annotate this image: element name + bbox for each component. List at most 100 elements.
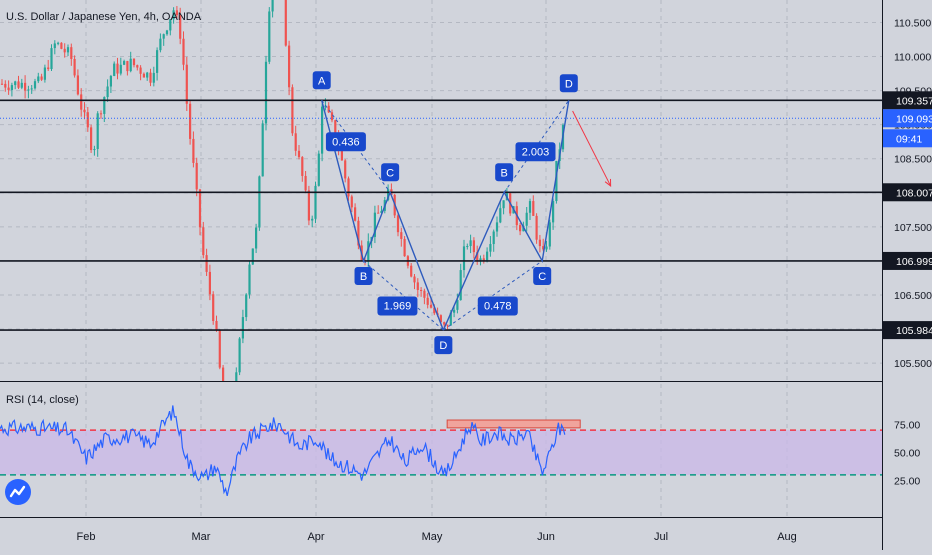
candle-body: [522, 225, 525, 232]
candle-body: [456, 300, 459, 310]
candle-body: [314, 185, 317, 219]
candle-body: [136, 65, 139, 68]
candle-body: [93, 149, 96, 151]
candle-body: [241, 317, 244, 339]
candle-body: [400, 232, 403, 239]
candle-body: [350, 196, 353, 208]
candle-body: [324, 105, 327, 107]
candle-body: [73, 58, 76, 76]
pattern-point-badge: [559, 74, 578, 93]
candle-body: [195, 162, 198, 190]
candle-body: [423, 290, 426, 298]
candle-body: [40, 76, 43, 80]
pattern-ratio-label: 2.003: [522, 146, 550, 158]
candle-body: [57, 42, 60, 44]
candle-body: [126, 61, 129, 72]
candle-body: [179, 15, 182, 39]
projection-arrow: [572, 110, 612, 187]
price-badge-label: 109.357: [896, 95, 932, 107]
candle-body: [172, 10, 175, 20]
candle-body: [453, 309, 456, 313]
candle-body: [37, 76, 40, 82]
price-badge: [883, 183, 932, 202]
price-tick-label: 110.000: [894, 52, 931, 64]
rsi-tick-label: 25.00: [894, 476, 920, 488]
candle-body: [27, 89, 30, 91]
rsi-resistance-zone: [446, 419, 581, 429]
candle-body: [294, 133, 297, 151]
time-tick-label: Mar: [192, 531, 211, 543]
candle-body: [66, 47, 70, 53]
candle-body: [261, 123, 264, 177]
candle-body: [486, 251, 489, 261]
price-badge: [883, 129, 932, 148]
candle-body: [116, 63, 119, 74]
candle-body: [449, 312, 452, 326]
pattern-point-badge: [381, 163, 400, 182]
candle-body: [403, 238, 406, 257]
pattern-point-label: D: [439, 340, 447, 352]
candle-body: [20, 82, 23, 88]
pattern-ratio-label: 0.478: [484, 301, 512, 313]
candle-body: [165, 30, 169, 35]
candle-body: [284, 0, 287, 46]
candle-body: [198, 189, 202, 228]
candle-body: [76, 75, 79, 95]
candle-body: [99, 113, 103, 115]
candle-body: [106, 86, 109, 98]
pattern-point-label: A: [318, 75, 326, 87]
price-badge-label: 106.999: [896, 256, 932, 268]
pattern-point-label: C: [538, 271, 546, 283]
candle-body: [535, 215, 538, 240]
candle-body: [542, 246, 545, 250]
candle-body: [70, 47, 73, 59]
price-tick-label: 108.500: [894, 154, 932, 166]
pattern-legs: [321, 100, 445, 331]
candle-body: [347, 178, 350, 197]
time-tick-label: Apr: [307, 531, 324, 543]
candle-body: [169, 19, 172, 31]
symbol-title[interactable]: U.S. Dollar / Japanese Yen, 4h, OANDA: [6, 11, 202, 23]
candle-body: [123, 61, 126, 65]
rsi-tick-label: 75.00: [894, 420, 920, 432]
pattern-point-label: C: [386, 167, 394, 179]
candle-body: [426, 297, 429, 305]
candle-body: [519, 225, 522, 232]
candle-body: [545, 246, 548, 250]
candle-body: [83, 109, 86, 113]
candle-body: [139, 67, 142, 74]
price-badge: [883, 109, 932, 128]
candle-body: [297, 150, 301, 158]
pattern-ratio-line: [321, 100, 391, 193]
candle-body: [109, 75, 112, 87]
candle-body: [443, 322, 446, 325]
candle-body: [268, 11, 271, 62]
candle-body: [0, 83, 4, 85]
candlestick-series: [0, 0, 565, 381]
rsi-pane: [0, 405, 882, 497]
candle-body: [317, 153, 320, 186]
pattern-ratio-badge: [325, 132, 366, 152]
tradingview-logo[interactable]: [5, 479, 31, 505]
candle-body: [142, 73, 145, 78]
candle-body: [439, 315, 442, 323]
price-tick-label: 105.500: [894, 358, 932, 370]
candle-body: [264, 61, 268, 124]
candle-body: [222, 367, 225, 381]
rsi-title[interactable]: RSI (14, close): [6, 394, 79, 406]
candle-body: [7, 87, 10, 91]
candle-body: [344, 160, 347, 179]
candle-body: [189, 103, 192, 139]
pattern-point-label: B: [501, 167, 508, 179]
candle-body: [113, 63, 116, 76]
candle-body: [410, 265, 413, 277]
candle-body: [149, 72, 152, 83]
pattern-ratio-label: 0.436: [332, 136, 360, 148]
pattern-point-badge: [495, 163, 514, 182]
candle-body: [119, 64, 122, 74]
candle-body: [43, 67, 46, 80]
candle-body: [159, 38, 162, 51]
price-badge: [883, 91, 932, 110]
rsi-tick-label: 50.00: [894, 448, 920, 460]
